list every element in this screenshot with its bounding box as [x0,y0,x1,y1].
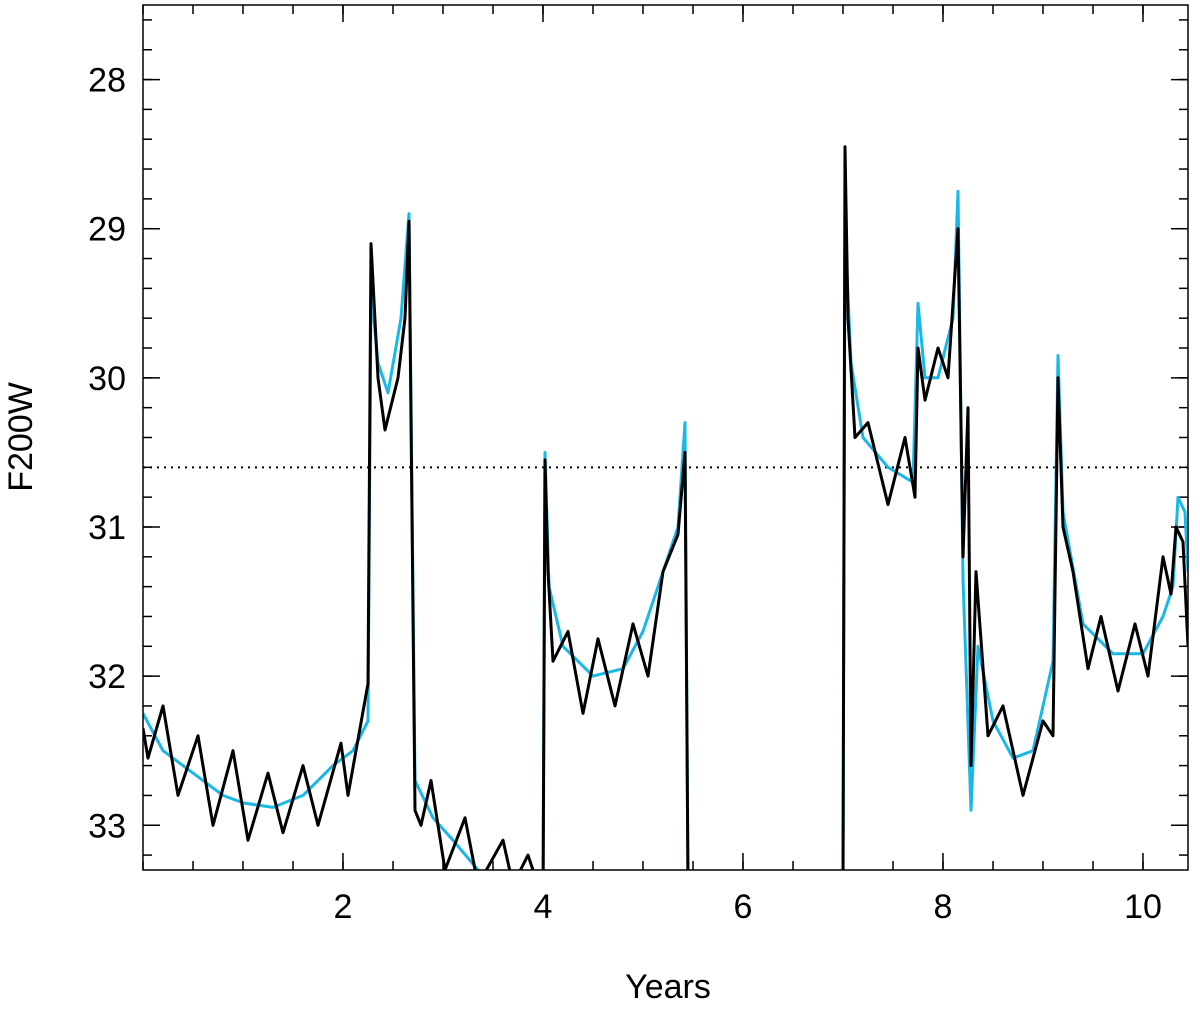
x-axis-label: Years [625,968,711,1006]
x-tick-label: 6 [734,888,753,926]
data-line [143,145,1188,870]
y-tick-label: 29 [88,211,126,249]
x-tick-label: 2 [334,888,353,926]
y-tick-label: 31 [88,509,126,547]
x-tick-label: 10 [1124,888,1162,926]
plot-area [143,145,1188,870]
y-tick-label: 32 [88,658,126,696]
y-tick-label: 28 [88,62,126,100]
y-axis-label: F200W [2,382,40,492]
plot-frame [142,4,1189,871]
x-tick-label: 4 [534,888,553,926]
y-tick-label: 33 [88,807,126,845]
x-tick-label: 8 [934,888,953,926]
y-tick-label: 30 [88,360,126,398]
